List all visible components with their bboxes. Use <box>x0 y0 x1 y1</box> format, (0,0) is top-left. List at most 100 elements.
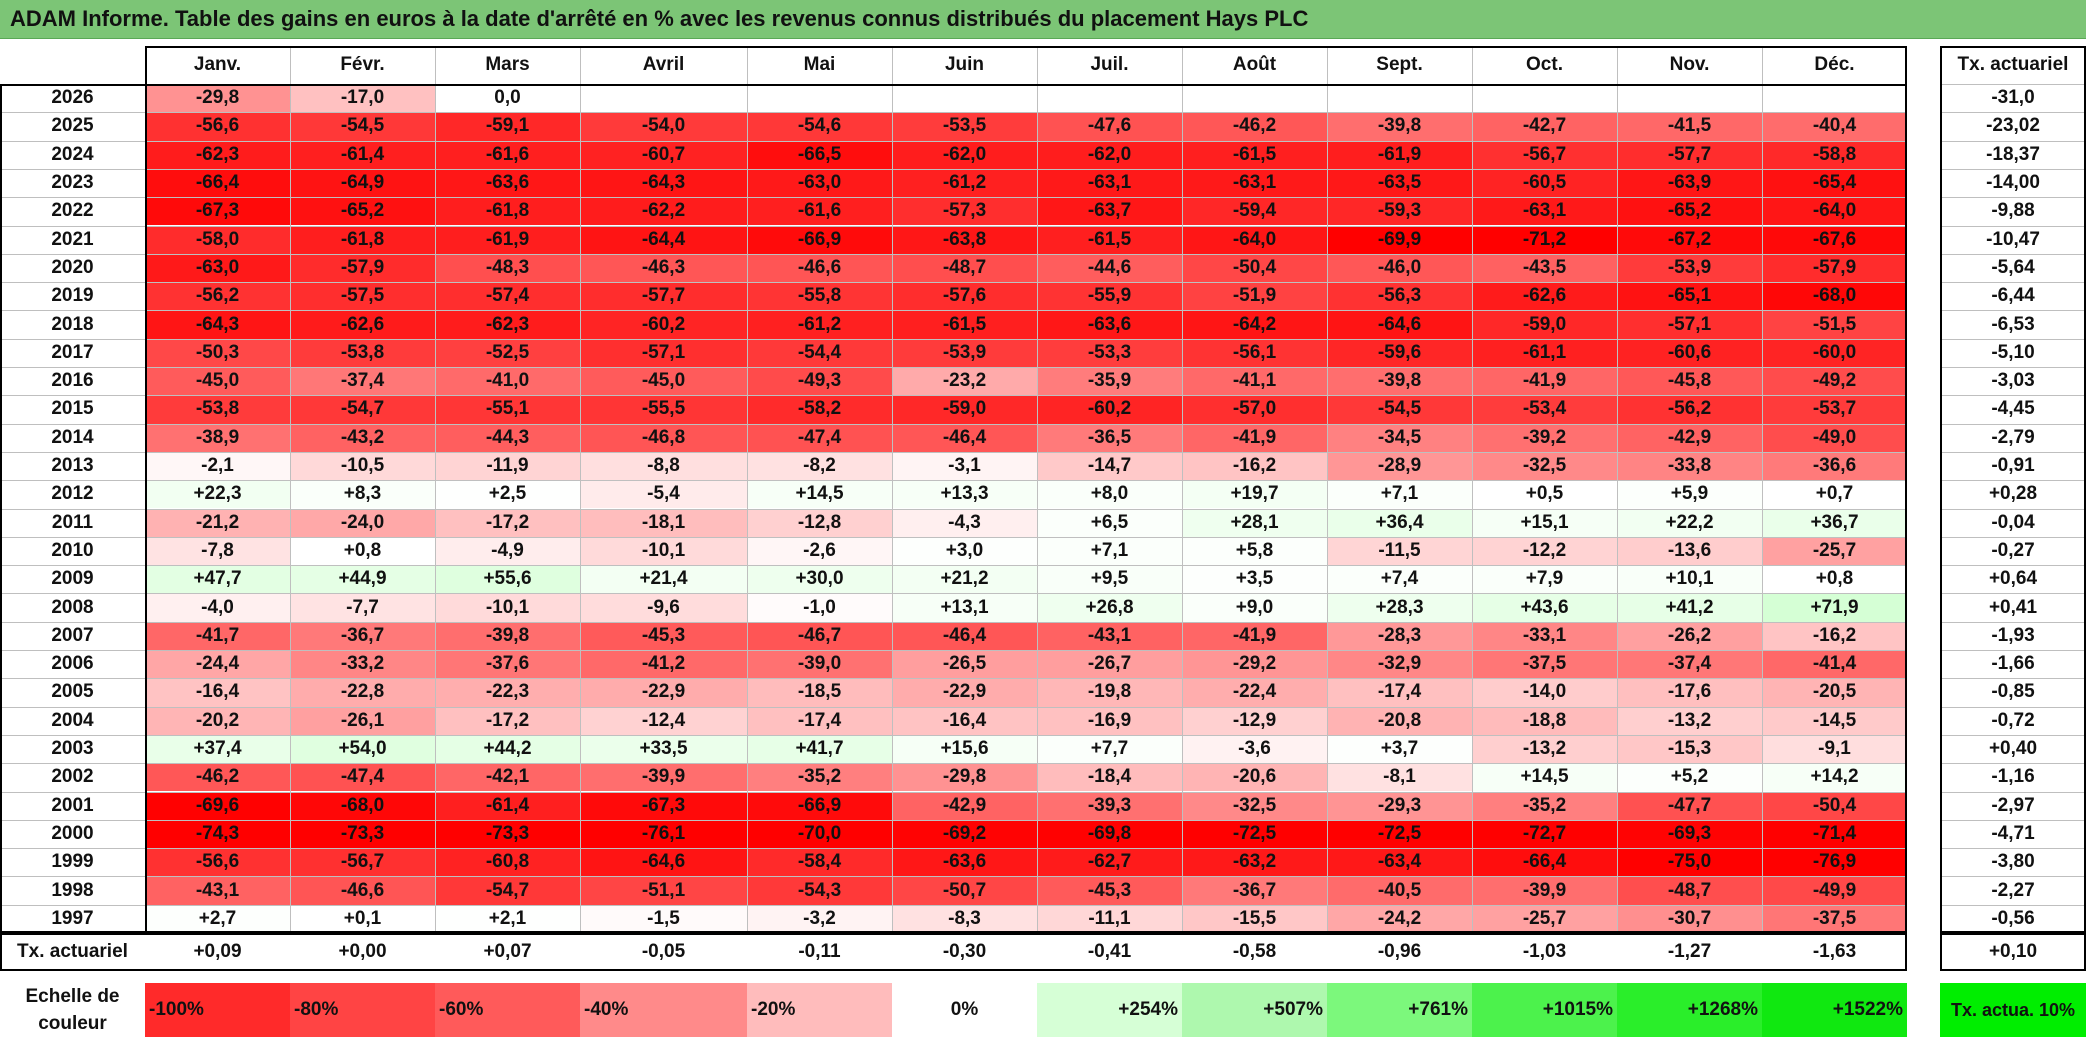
heatmap-cell: -10,5 <box>290 451 435 481</box>
heatmap-cell: -45,3 <box>1037 876 1182 905</box>
heatmap-cell: -61,5 <box>1182 140 1327 169</box>
color-scale-swatch: -60% <box>435 983 580 1037</box>
heatmap-cell: +5,9 <box>1617 480 1762 509</box>
heatmap-cell: -57,1 <box>1617 310 1762 339</box>
heatmap-cell: -51,1 <box>580 876 747 905</box>
heatmap-cell: -7,8 <box>145 536 290 566</box>
heatmap-cell: -53,5 <box>892 112 1037 141</box>
heatmap-cell: +0,1 <box>290 904 435 933</box>
heatmap-cell: +41,2 <box>1617 593 1762 622</box>
heatmap-cell: -75,0 <box>1617 848 1762 877</box>
heatmap-cell: -18,1 <box>580 508 747 537</box>
heatmap-cell: -60,8 <box>435 848 580 877</box>
heatmap-cell: -57,9 <box>1762 253 1907 283</box>
heatmap-cell: -42,9 <box>1617 423 1762 452</box>
heatmap-cell: -46,2 <box>145 763 290 792</box>
heatmap-cell: +6,5 <box>1037 508 1182 537</box>
year-label: 2013 <box>51 455 94 477</box>
heatmap-cell: -37,6 <box>435 650 580 679</box>
heatmap-cell: -19,8 <box>1037 678 1182 707</box>
heatmap-cell: -56,7 <box>290 848 435 877</box>
heatmap-cell: -61,4 <box>435 791 580 820</box>
heatmap-cell: -46,3 <box>580 253 747 283</box>
heatmap-cell: -15,3 <box>1617 734 1762 764</box>
heatmap-cell: -46,8 <box>580 423 747 452</box>
tx-actuariel-value: -0,91 <box>1991 455 2035 477</box>
heatmap-cell: -50,3 <box>145 338 290 367</box>
heatmap-cell: -57,6 <box>892 282 1037 311</box>
heatmap-cell: -57,4 <box>435 282 580 311</box>
heatmap-cell: -63,9 <box>1617 168 1762 198</box>
heatmap-cell: -12,8 <box>747 508 892 537</box>
heatmap-cell: +22,2 <box>1617 508 1762 537</box>
heatmap-cell: -53,9 <box>892 338 1037 367</box>
heatmap-cell: -17,0 <box>290 84 435 113</box>
heatmap-cell: -59,6 <box>1327 338 1472 367</box>
heatmap-cell: -46,0 <box>1327 253 1472 283</box>
heatmap-cell: -49,3 <box>747 367 892 396</box>
heatmap-cell: -62,7 <box>1037 848 1182 877</box>
heatmap-cell: -63,0 <box>145 253 290 283</box>
heatmap-cell: -61,9 <box>1327 140 1472 169</box>
heatmap-cell: -58,8 <box>1762 140 1907 169</box>
heatmap-cell: +9,0 <box>1182 593 1327 622</box>
color-scale-swatch: -20% <box>747 983 892 1037</box>
heatmap-cell: -64,2 <box>1182 310 1327 339</box>
heatmap-cell: +28,3 <box>1327 593 1472 622</box>
heatmap-cell: +37,4 <box>145 734 290 764</box>
heatmap-cell: -63,4 <box>1327 848 1472 877</box>
month-header: Août <box>1232 54 1277 75</box>
heatmap-cell: -4,9 <box>435 536 580 566</box>
heatmap-cell: -43,2 <box>290 423 435 452</box>
heatmap-cell <box>1762 84 1907 113</box>
heatmap-cell <box>580 84 747 113</box>
heatmap-cell: -16,4 <box>145 678 290 707</box>
heatmap-cell: -57,5 <box>290 282 435 311</box>
heatmap-cell: -7,7 <box>290 593 435 622</box>
tx-actuariel-value: -2,79 <box>1991 426 2035 448</box>
tx-actuariel-value: -1,66 <box>1991 653 2035 675</box>
heatmap-cell: +0,8 <box>290 536 435 566</box>
heatmap-cell: -41,9 <box>1182 423 1327 452</box>
heatmap-cell: -56,3 <box>1327 282 1472 311</box>
heatmap-cell <box>1037 84 1182 113</box>
year-label: 2015 <box>51 398 94 420</box>
tx-actuariel-value: +0,40 <box>1988 738 2038 760</box>
footer-value: -0,41 <box>1087 941 1132 962</box>
color-scale-swatch: +507% <box>1182 983 1327 1037</box>
heatmap-cell: +2,1 <box>435 904 580 933</box>
heatmap-cell: -72,7 <box>1472 819 1617 849</box>
tx-actuariel-value: -0,72 <box>1991 709 2035 731</box>
heatmap-cell <box>1617 84 1762 113</box>
heatmap-cell: -37,5 <box>1762 904 1907 933</box>
heatmap-cell: +7,1 <box>1037 536 1182 566</box>
heatmap-cell: -64,9 <box>290 168 435 198</box>
heatmap-cell: -22,8 <box>290 678 435 707</box>
heatmap-cell: -2,1 <box>145 451 290 481</box>
year-label: 2016 <box>51 370 94 392</box>
year-label: 2014 <box>51 426 94 448</box>
heatmap-cell: -4,0 <box>145 593 290 622</box>
heatmap-cell: -20,5 <box>1762 678 1907 707</box>
heatmap-cell: -3,2 <box>747 904 892 933</box>
heatmap-cell: +3,5 <box>1182 565 1327 594</box>
heatmap-cell: +43,6 <box>1472 593 1617 622</box>
heatmap-cell: -62,2 <box>580 197 747 226</box>
heatmap-cell: -72,5 <box>1327 819 1472 849</box>
heatmap-cell: -22,9 <box>892 678 1037 707</box>
heatmap-cell: +15,6 <box>892 734 1037 764</box>
heatmap-cell: -32,5 <box>1182 791 1327 820</box>
tx-actuariel-value: -5,10 <box>1991 341 2035 363</box>
heatmap-cell <box>1472 84 1617 113</box>
year-label: 2001 <box>51 794 94 816</box>
heatmap-cell: -61,8 <box>435 197 580 226</box>
year-label: 2011 <box>51 511 94 533</box>
tx-legend: Tx. actua. 10% <box>1940 983 2086 1037</box>
heatmap-cell: -33,2 <box>290 650 435 679</box>
heatmap-cell: -35,2 <box>1472 791 1617 820</box>
tx-actuariel-value: -3,80 <box>1991 851 2035 873</box>
heatmap-cell: -67,3 <box>580 791 747 820</box>
heatmap-cell: +15,1 <box>1472 508 1617 537</box>
heatmap-cell: -64,4 <box>580 225 747 254</box>
